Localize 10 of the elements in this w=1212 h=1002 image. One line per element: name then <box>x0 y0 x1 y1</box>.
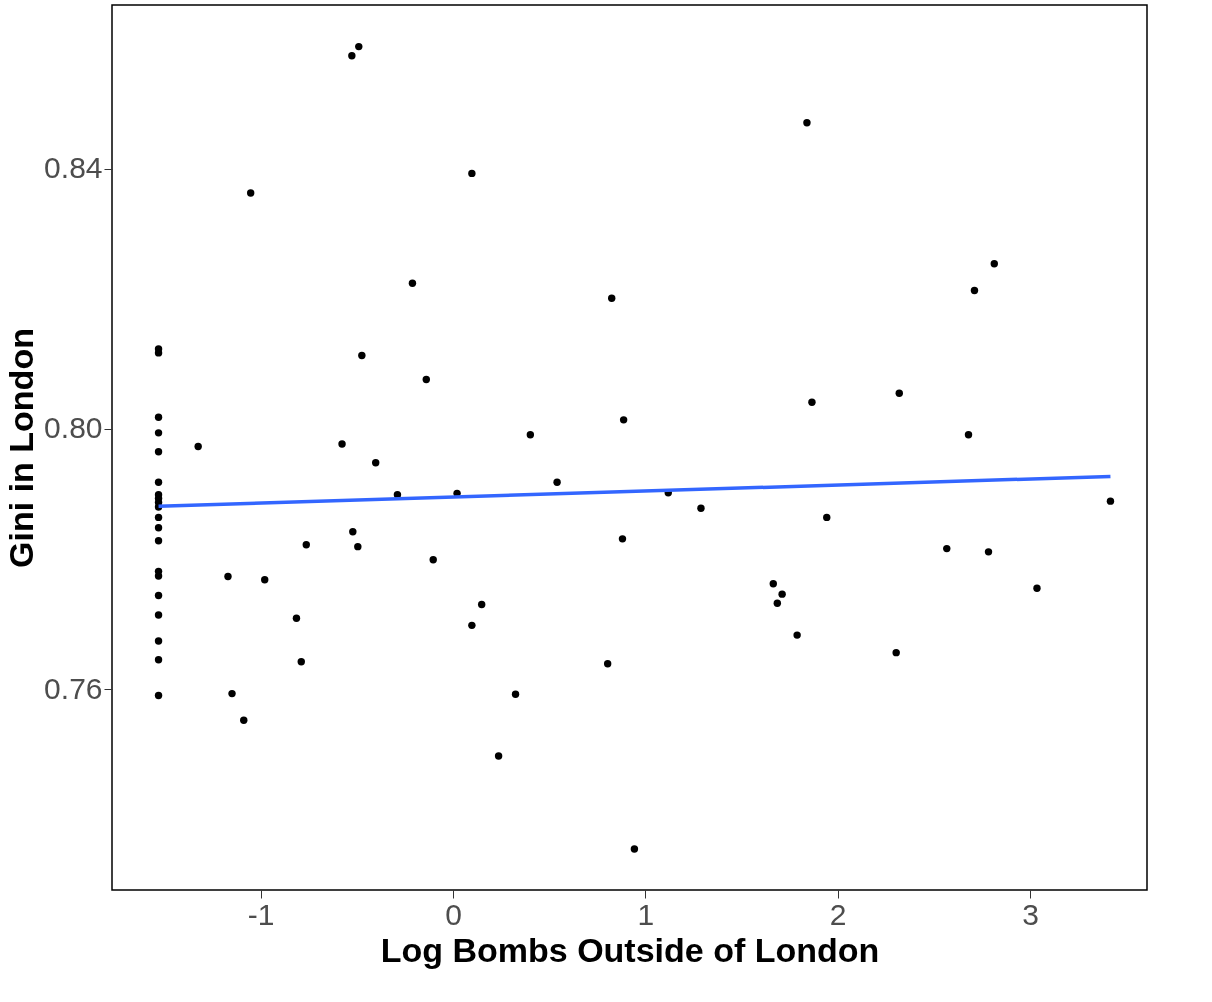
x-tick-label: 0 <box>445 897 462 931</box>
x-tick-label: 1 <box>637 897 655 931</box>
x-tick-label: -1 <box>247 897 275 931</box>
y-tick-label: 0.76 <box>44 671 103 705</box>
y-axis-title: Gini in London <box>2 328 41 568</box>
x-axis-title: Log Bombs Outside of London <box>380 930 880 969</box>
y-tick-label: 0.80 <box>44 411 103 445</box>
x-tick-label: 3 <box>1022 897 1039 931</box>
x-tick-label: 2 <box>829 897 847 931</box>
y-tick-label: 0.84 <box>44 151 103 185</box>
